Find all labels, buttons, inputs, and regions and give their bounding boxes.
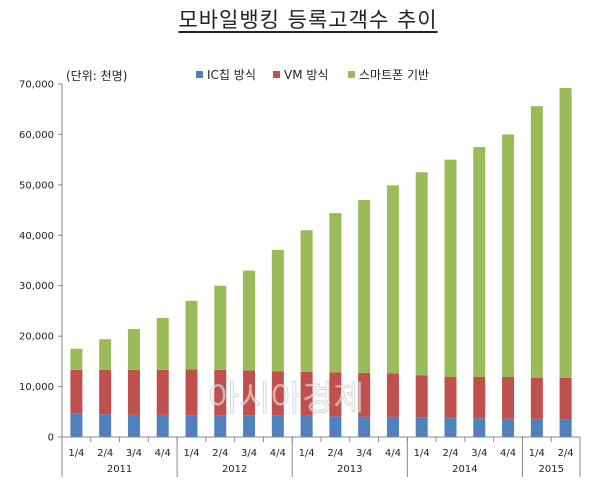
bar-segment-1 <box>127 414 140 437</box>
bar-segment-1 <box>271 415 284 437</box>
bar-segment-3 <box>300 230 313 372</box>
bar-segment-1 <box>99 414 112 437</box>
bar-segment-1 <box>415 417 428 437</box>
bar-segment-3 <box>415 172 428 376</box>
bar-segment-2 <box>185 369 198 416</box>
legend-swatch-3 <box>348 71 355 78</box>
bar-segment-2 <box>473 376 486 419</box>
bar-segment-3 <box>559 88 572 378</box>
bar-segment-2 <box>415 375 428 418</box>
year-label: 2015 <box>538 464 563 475</box>
bars <box>70 88 572 437</box>
x-tick-label: 4/4 <box>385 448 401 459</box>
y-tick-label: 20,000 <box>19 332 54 343</box>
bar-segment-1 <box>156 414 169 437</box>
bar-segment-1 <box>214 415 227 437</box>
bar-segment-3 <box>358 199 371 373</box>
bar-segment-1 <box>70 413 83 437</box>
x-tick-label: 4/4 <box>500 448 516 459</box>
bar-segment-3 <box>185 300 198 370</box>
year-label: 2011 <box>107 464 132 475</box>
legend-label-1: IC칩 방식 <box>207 68 256 82</box>
y-axis: 0 10,000 20,000 30,000 40,000 50,000 60,000 70,… <box>19 80 63 444</box>
x-tick-label: 3/4 <box>126 448 142 459</box>
bar-segment-3 <box>271 249 284 372</box>
bar-segment-2 <box>127 369 140 415</box>
y-tick-label: 40,000 <box>19 231 54 242</box>
x-tick-label: 2/4 <box>97 448 113 459</box>
bar-segment-3 <box>243 270 256 371</box>
x-tick-label: 1/4 <box>414 448 430 459</box>
bar-segment-2 <box>70 369 83 414</box>
bar-segment-2 <box>502 376 515 419</box>
bar-segment-1 <box>300 415 313 437</box>
x-tick-label: 2/4 <box>327 448 343 459</box>
bar-segment-3 <box>444 159 457 377</box>
bar-segment-3 <box>99 339 112 370</box>
bar-segment-1 <box>473 418 486 437</box>
bar-segment-2 <box>214 369 227 416</box>
bar-segment-3 <box>502 134 515 377</box>
y-tick-label: 50,000 <box>19 180 54 191</box>
bar-segment-2 <box>271 371 284 416</box>
unit-label: (단위: 천명) <box>66 68 127 83</box>
x-tick-label: 2/4 <box>442 448 458 459</box>
x-tick-label: 2/4 <box>558 448 574 459</box>
x-tick-label: 3/4 <box>356 448 372 459</box>
legend: IC칩 방식 VM 방식 스마트폰 기반 <box>196 68 429 82</box>
bar-segment-1 <box>243 415 256 437</box>
bar-segment-3 <box>386 185 399 374</box>
legend-label-3: 스마트폰 기반 <box>359 68 429 82</box>
bar-segment-2 <box>559 377 572 420</box>
bar-segment-2 <box>386 373 399 417</box>
x-tick-label: 2/4 <box>212 448 228 459</box>
bar-segment-2 <box>444 376 457 418</box>
x-tick-label: 3/4 <box>471 448 487 459</box>
bar-segment-1 <box>559 419 572 437</box>
x-tick-label: 4/4 <box>270 448 286 459</box>
bar-segment-1 <box>185 415 198 437</box>
x-tick-label: 1/4 <box>529 448 545 459</box>
bar-segment-1 <box>530 418 543 437</box>
bar-segment-2 <box>243 370 256 416</box>
bar-segment-1 <box>502 418 515 437</box>
legend-swatch-1 <box>196 71 203 78</box>
x-tick-label: 1/4 <box>299 448 315 459</box>
bar-segment-1 <box>386 416 399 437</box>
bar-segment-3 <box>156 317 169 370</box>
chart-title: 모바일뱅킹 등록고객수 추이 <box>178 8 438 32</box>
bar-segment-1 <box>358 416 371 437</box>
bar-segment-3 <box>530 106 543 378</box>
x-axis: 1/4 2/4 3/4 4/4 1/4 2/4 3/4 4/4 1/4 2/4 3/4 4/4 1/4 2… <box>61 436 581 477</box>
x-tick-label: 3/4 <box>241 448 257 459</box>
bar-segment-3 <box>214 285 227 370</box>
x-tick-label: 1/4 <box>183 448 199 459</box>
bar-segment-2 <box>156 369 169 415</box>
bar-segment-2 <box>358 372 371 417</box>
y-tick-label: 60,000 <box>19 130 54 141</box>
watermark-text: 아시아경제 <box>208 379 364 419</box>
bar-segment-3 <box>473 147 486 377</box>
bar-segment-3 <box>70 348 83 370</box>
x-tick-label: 4/4 <box>155 448 171 459</box>
bar-segment-3 <box>127 329 140 370</box>
legend-swatch-2 <box>273 71 280 78</box>
bar-segment-1 <box>329 416 342 437</box>
x-tick-label: 1/4 <box>68 448 84 459</box>
legend-label-2: VM 방식 <box>284 68 328 82</box>
bar-segment-2 <box>530 377 543 419</box>
y-tick-label: 10,000 <box>19 382 54 393</box>
year-label: 2013 <box>337 464 362 475</box>
bar-segment-2 <box>99 369 112 415</box>
bar-segment-3 <box>329 213 342 373</box>
year-label: 2012 <box>222 464 247 475</box>
bar-segment-2 <box>300 371 313 416</box>
bar-segment-1 <box>444 417 457 437</box>
year-label: 2014 <box>452 464 477 475</box>
y-tick-label: 30,000 <box>19 281 54 292</box>
y-tick-label: 0 <box>48 433 54 444</box>
bar-segment-2 <box>329 372 342 417</box>
y-tick-label: 70,000 <box>19 80 54 91</box>
